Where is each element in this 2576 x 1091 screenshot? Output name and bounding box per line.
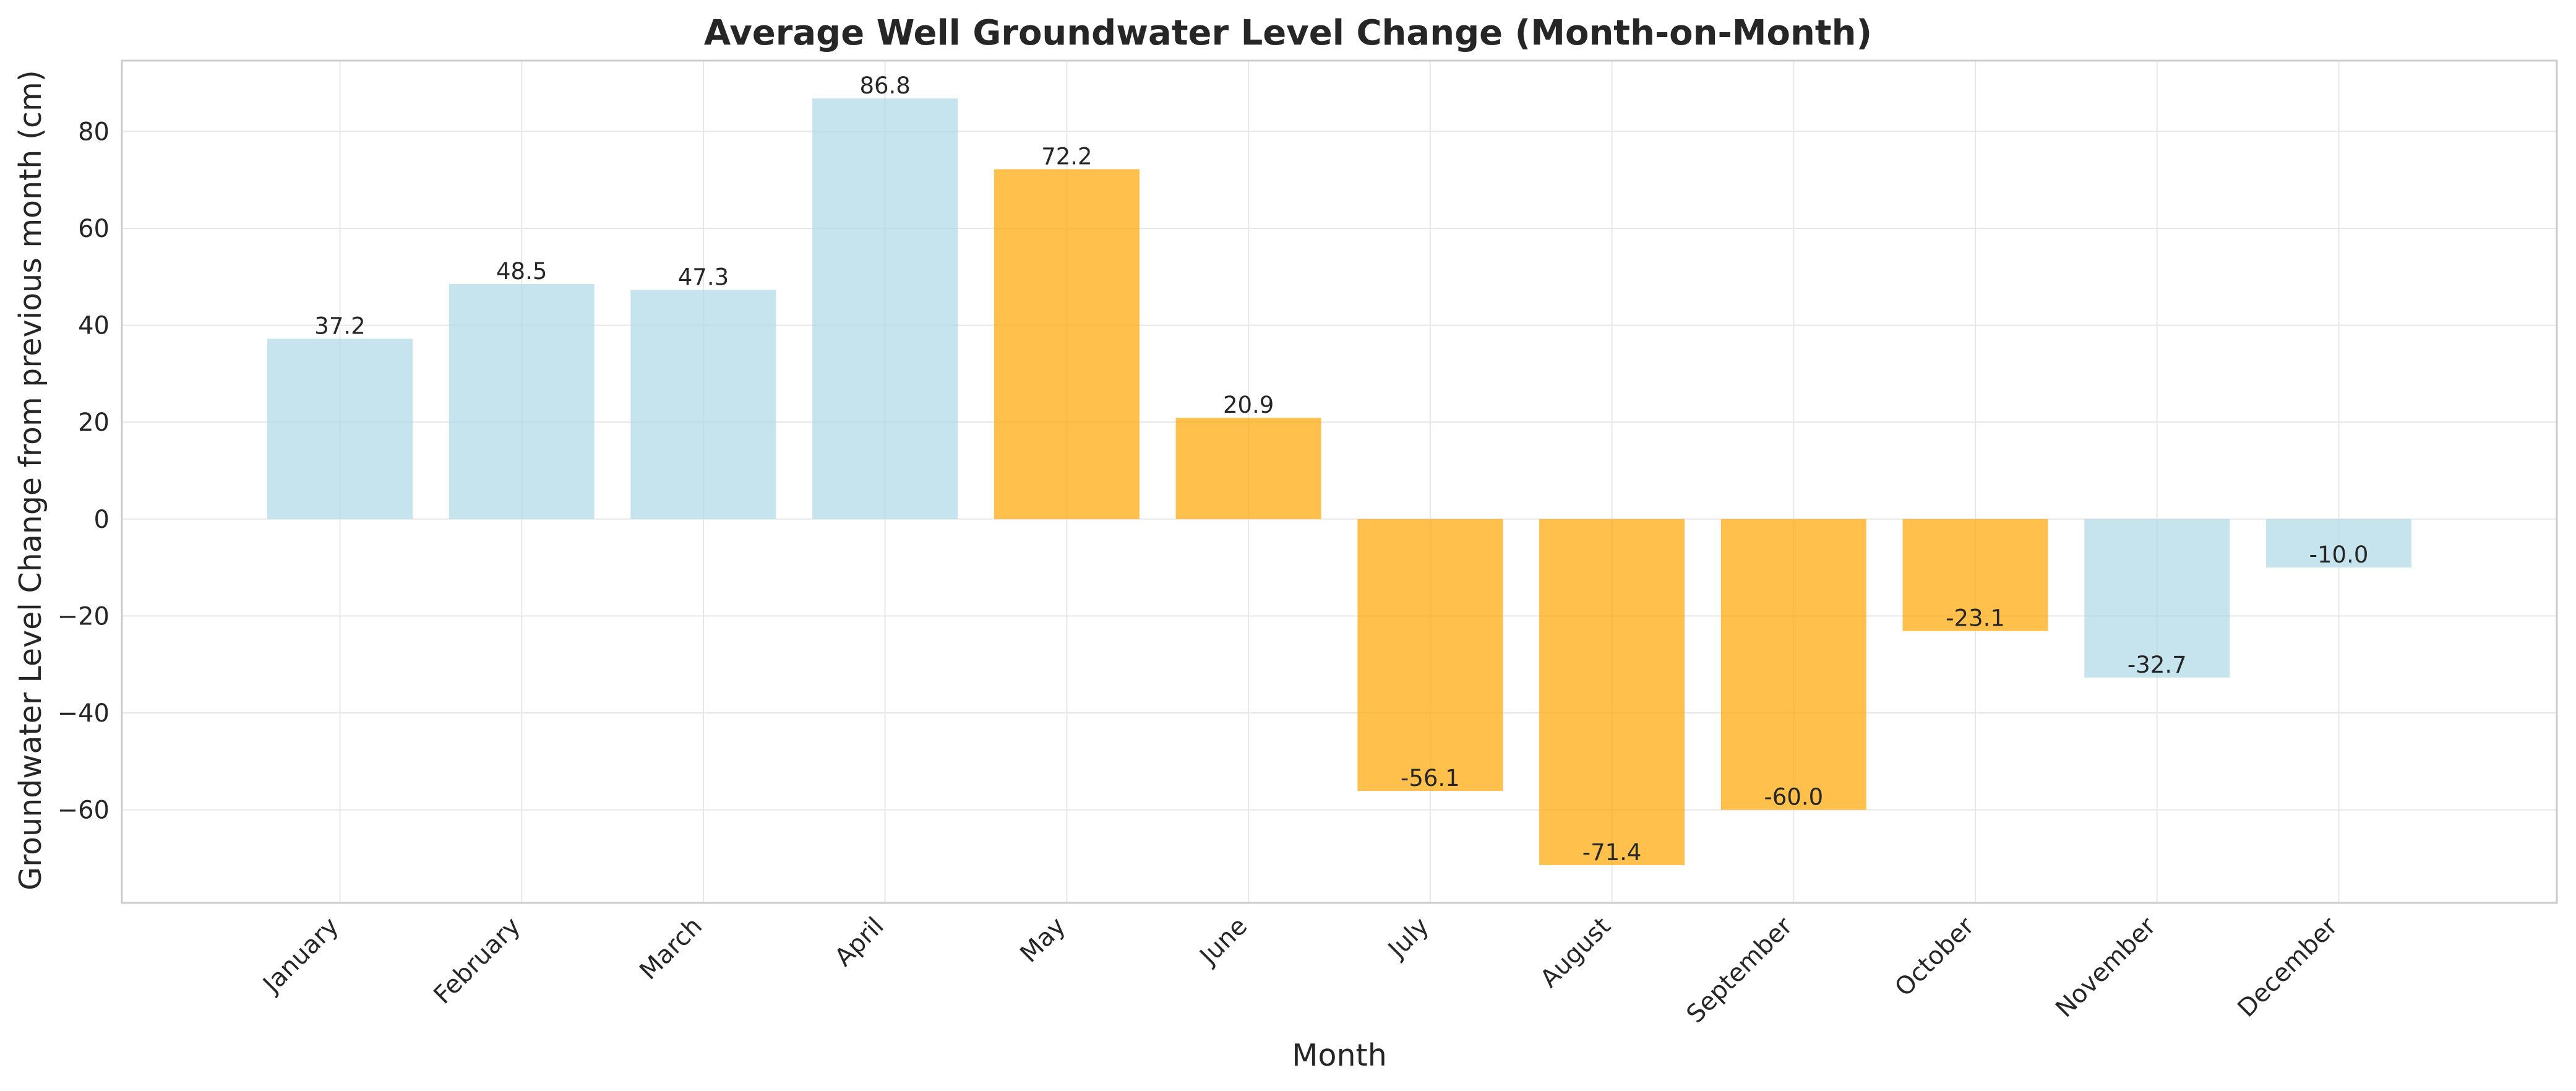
- bar: [1539, 519, 1685, 865]
- x-tick-label: March: [634, 912, 708, 986]
- y-tick-label: −20: [58, 602, 109, 631]
- x-tick-label: April: [830, 912, 890, 972]
- bar: [1357, 519, 1503, 791]
- x-tick-label: June: [1193, 912, 1253, 972]
- bar-value-labels: 37.2 48.5 47.3 86.8 72.2 20.9 -56.1 -71.4 -60.0 -…: [314, 72, 2368, 866]
- x-tick-label: September: [1681, 912, 1798, 1028]
- x-tick-label: August: [1535, 912, 1616, 994]
- bar-value-label: 37.2: [314, 313, 365, 339]
- bar: [1175, 418, 1321, 519]
- bar: [812, 98, 958, 519]
- bar-value-label: 20.9: [1223, 392, 1274, 418]
- bar-value-label: -32.7: [2127, 652, 2187, 678]
- y-tick-label: 0: [94, 506, 109, 534]
- bar-value-label: 47.3: [678, 264, 729, 290]
- bar-value-label: -60.0: [1764, 784, 1823, 811]
- bar: [630, 290, 776, 519]
- y-tick-label: 60: [78, 215, 109, 243]
- y-tick-label: 40: [78, 312, 109, 340]
- bar-value-label: -56.1: [1401, 765, 1460, 791]
- x-tick-label: October: [1889, 912, 1980, 1002]
- y-tick-label: −60: [58, 796, 109, 825]
- chart-title: Average Well Groundwater Level Change (M…: [704, 13, 1872, 53]
- y-axis-ticks: −60 −40 −20 0 20 40 60 80: [58, 118, 109, 824]
- x-tick-label: December: [2232, 912, 2343, 1023]
- plot-area-frame: [121, 59, 2558, 904]
- x-axis-label: Month: [1292, 1038, 1387, 1073]
- x-axis-ticks: January February March April May June July Augu…: [257, 912, 2343, 1028]
- bar: [1720, 519, 1866, 810]
- bar-value-label: -10.0: [2309, 541, 2369, 568]
- y-tick-label: −40: [58, 699, 109, 728]
- bar-value-label: -23.1: [1946, 605, 2005, 632]
- x-tick-label: July: [1381, 912, 1435, 965]
- x-tick-label: May: [1015, 912, 1071, 968]
- bar: [2266, 519, 2412, 568]
- bar: [2084, 519, 2230, 678]
- y-axis-label: Groundwater Level Change from previous m…: [13, 70, 48, 890]
- bar-value-label: 86.8: [859, 72, 910, 99]
- y-tick-label: 20: [78, 408, 109, 437]
- bar: [1902, 519, 2048, 631]
- bar: [267, 339, 413, 519]
- bar: [449, 284, 595, 519]
- bar-value-label: 72.2: [1041, 143, 1092, 170]
- x-tick-label: November: [2050, 912, 2162, 1023]
- bars: [267, 98, 2412, 865]
- bar-value-label: -71.4: [1582, 839, 1642, 866]
- x-tick-label: February: [428, 912, 526, 1010]
- bar-value-label: 48.5: [496, 258, 547, 285]
- y-tick-label: 80: [78, 118, 109, 146]
- bar: [994, 169, 1140, 519]
- x-tick-label: January: [257, 912, 345, 1000]
